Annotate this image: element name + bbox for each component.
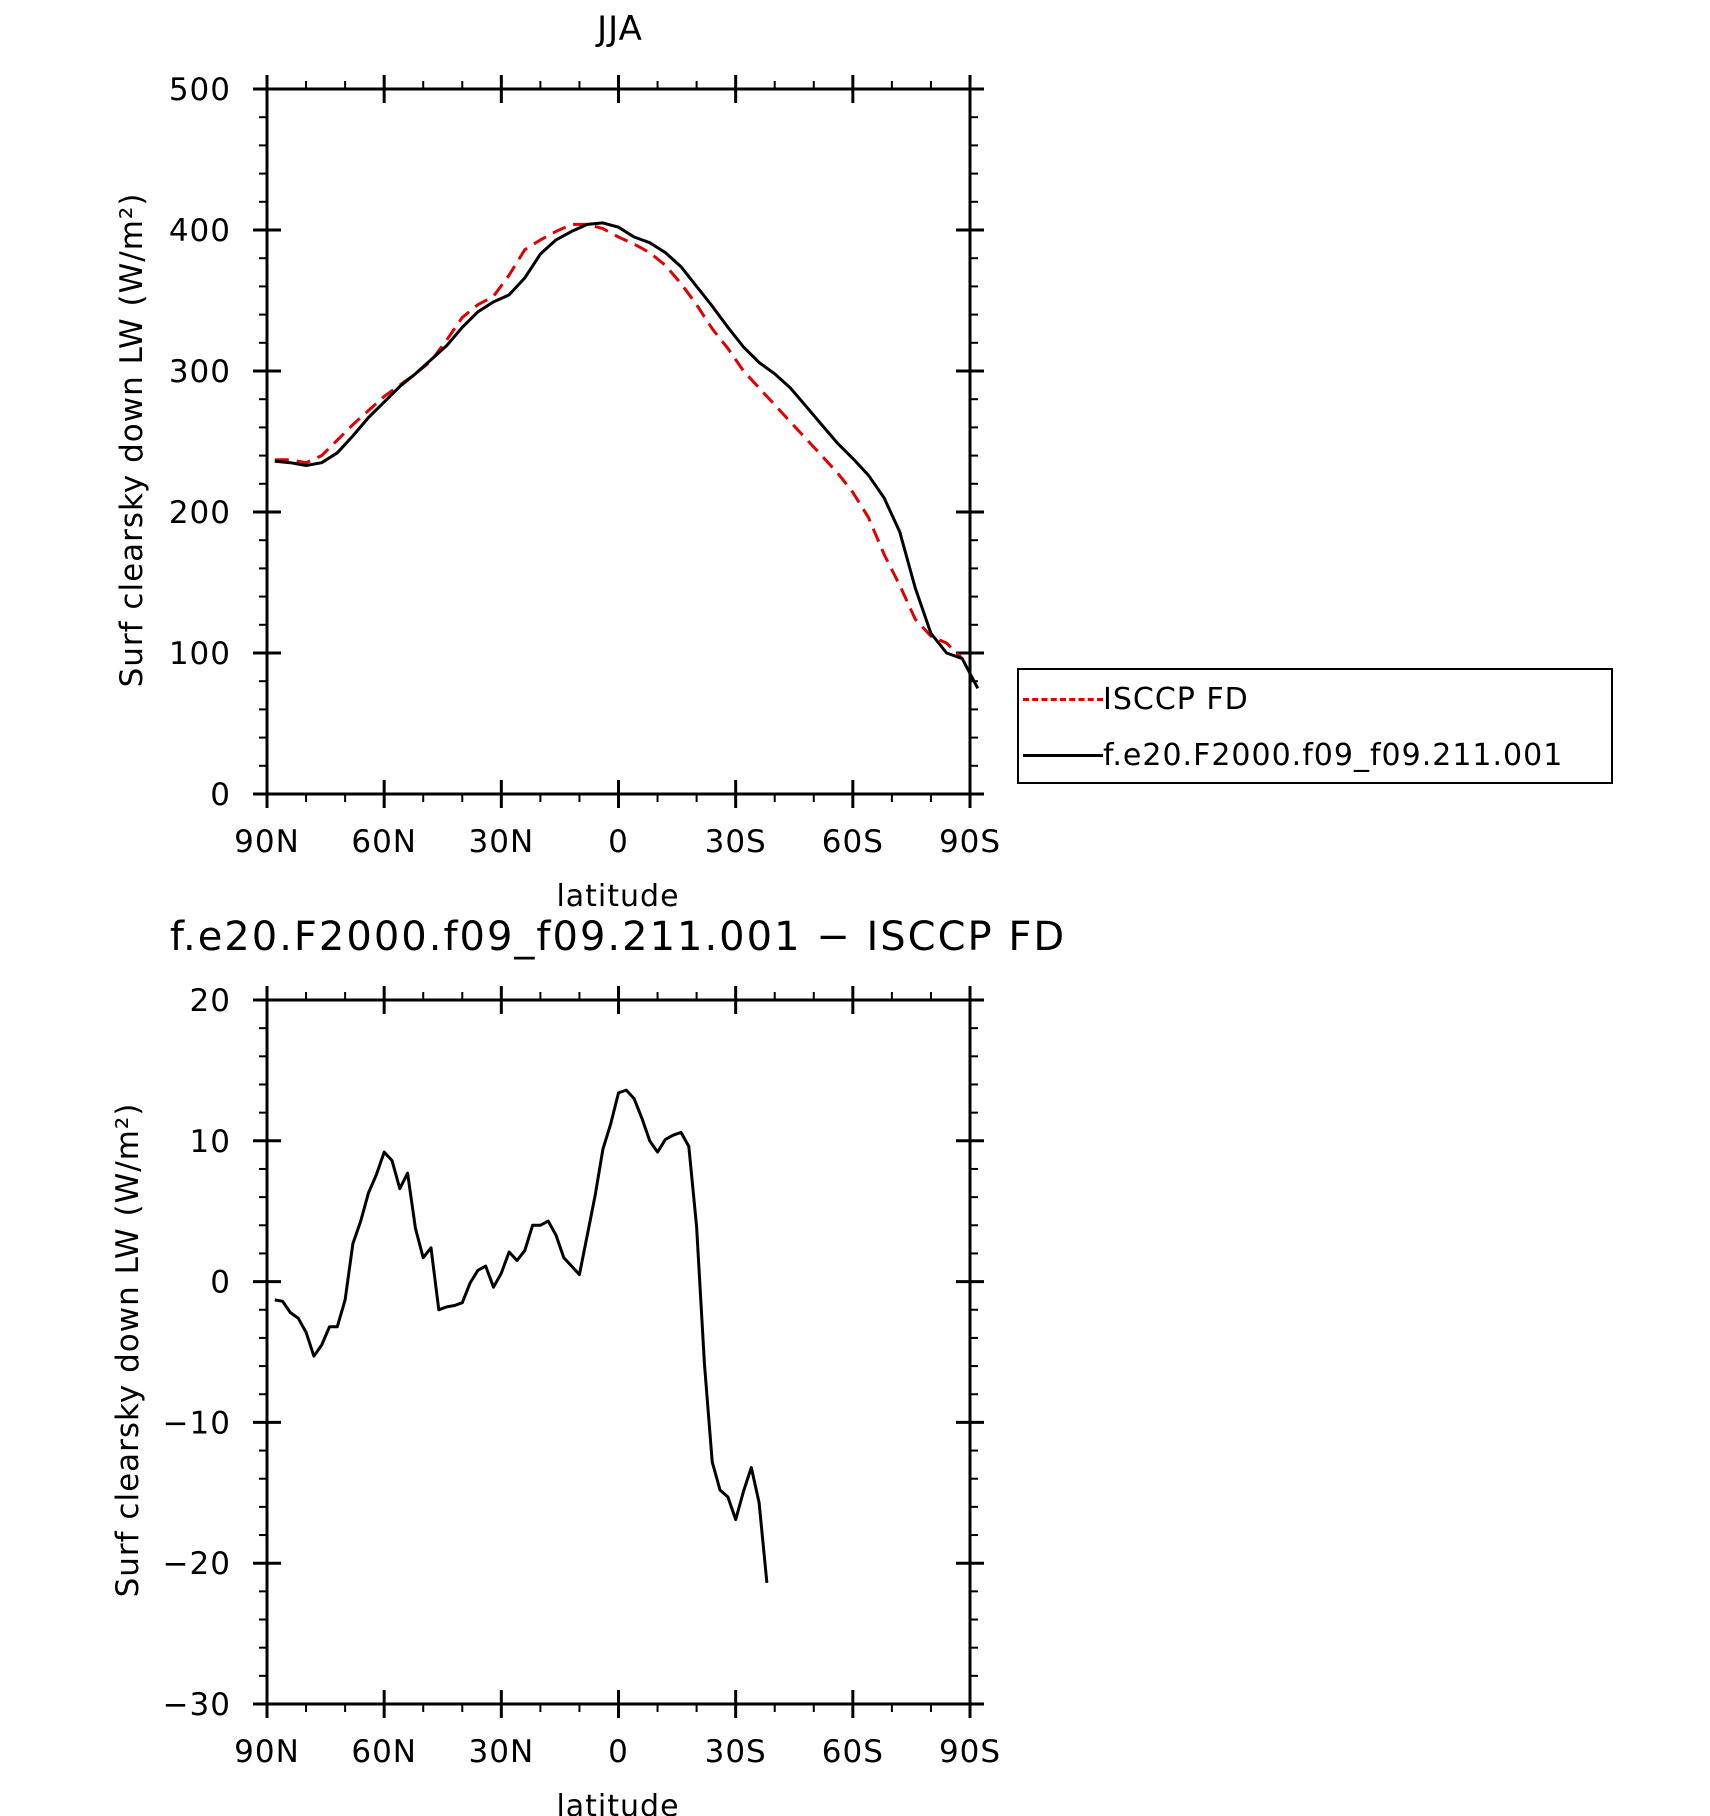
bottom-gridticks bbox=[253, 986, 984, 1718]
legend-item-isccp: ISCCP FD bbox=[1019, 680, 1611, 720]
legend-swatch-model bbox=[1023, 754, 1103, 757]
bottom-series bbox=[274, 1088, 769, 1584]
top-y-tick-labels: 0 100 200 300 400 500 bbox=[169, 72, 231, 813]
bottom-y-tick-labels: −30 −20 −10 0 10 20 bbox=[163, 983, 231, 1723]
chart-top: JJA 0 100 200 300 400 500 90N 60N 30N 0 30S 60S 90S… bbox=[114, 9, 1001, 914]
bottom-y-tick-label: −10 bbox=[163, 1405, 231, 1441]
bottom-x-tick-labels: 90N 60N 30N 0 30S 60S 90S bbox=[234, 1734, 1001, 1770]
bottom-y-tick-label: 0 bbox=[210, 1265, 231, 1301]
top-gridticks bbox=[253, 75, 984, 808]
top-x-tick-label: 90N bbox=[234, 824, 300, 860]
chart-bottom: f.e20.F2000.f09_f09.211.001 − ISCCP FD −… bbox=[110, 914, 1066, 1816]
top-y-tick-label: 100 bbox=[169, 636, 231, 672]
bottom-plot-frame bbox=[265, 998, 972, 1706]
top-y-tick-label: 500 bbox=[169, 72, 231, 108]
legend-swatch-isccp bbox=[1023, 698, 1103, 701]
top-series-line-0 bbox=[274, 222, 964, 660]
bottom-x-tick-label: 90N bbox=[234, 1734, 300, 1770]
bottom-x-tick-label: 30S bbox=[705, 1734, 767, 1770]
bottom-series-line-0 bbox=[274, 1088, 769, 1584]
legend-label-model: f.e20.F2000.f09_f09.211.001 bbox=[1103, 738, 1564, 773]
top-x-tick-label: 30S bbox=[705, 824, 767, 860]
top-x-axis-label: latitude bbox=[556, 879, 679, 914]
top-x-tick-labels: 90N 60N 30N 0 30S 60S 90S bbox=[234, 824, 1001, 860]
top-y-tick-label: 400 bbox=[169, 213, 231, 249]
top-x-tick-label: 90S bbox=[939, 824, 1001, 860]
legend-label-isccp: ISCCP FD bbox=[1103, 682, 1249, 717]
bottom-y-tick-label: −20 bbox=[163, 1546, 231, 1582]
legend: ISCCP FD f.e20.F2000.f09_f09.211.001 bbox=[1017, 668, 1613, 784]
bottom-x-tick-label: 60N bbox=[351, 1734, 417, 1770]
bottom-y-tick-label: −30 bbox=[163, 1687, 231, 1723]
legend-item-model: f.e20.F2000.f09_f09.211.001 bbox=[1019, 736, 1611, 776]
top-y-tick-label: 200 bbox=[169, 495, 231, 531]
top-chart-title: JJA bbox=[595, 9, 643, 49]
top-x-tick-label: 60N bbox=[351, 824, 417, 860]
bottom-x-axis-label: latitude bbox=[556, 1789, 679, 1816]
top-y-tick-label: 0 bbox=[210, 777, 231, 813]
bottom-y-tick-label: 20 bbox=[190, 983, 231, 1019]
top-y-tick-label: 300 bbox=[169, 354, 231, 390]
bottom-x-tick-label: 0 bbox=[608, 1734, 629, 1770]
bottom-chart-title: f.e20.F2000.f09_f09.211.001 − ISCCP FD bbox=[170, 914, 1066, 960]
bottom-x-tick-label: 30N bbox=[469, 1734, 535, 1770]
top-x-tick-label: 30N bbox=[469, 824, 535, 860]
top-series bbox=[274, 221, 980, 689]
bottom-y-tick-label: 10 bbox=[190, 1124, 231, 1160]
top-series-line-1 bbox=[274, 221, 980, 689]
top-x-tick-label: 60S bbox=[822, 824, 884, 860]
bottom-y-axis-label: Surf clearsky down LW (W/m²) bbox=[110, 1103, 146, 1598]
bottom-x-tick-label: 90S bbox=[939, 1734, 1001, 1770]
top-y-axis-label: Surf clearsky down LW (W/m²) bbox=[114, 193, 150, 688]
bottom-x-tick-label: 60S bbox=[822, 1734, 884, 1770]
top-plot-frame bbox=[265, 87, 972, 796]
top-x-tick-label: 0 bbox=[608, 824, 629, 860]
